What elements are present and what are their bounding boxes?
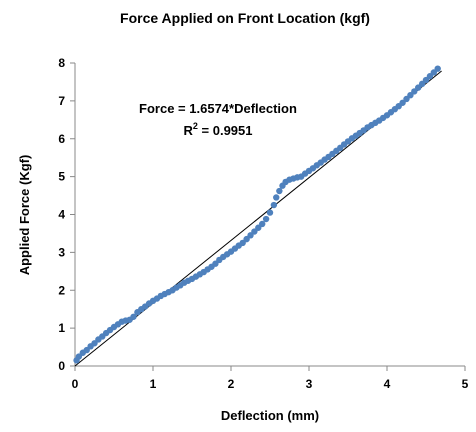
r-squared-prefix: R xyxy=(184,123,194,138)
chart-title: Force Applied on Front Location (kgf) xyxy=(120,10,370,26)
x-tick-label: 3 xyxy=(306,377,313,391)
y-tick-label: 1 xyxy=(58,321,65,335)
y-tick-label: 4 xyxy=(58,208,65,222)
x-tick-label: 1 xyxy=(150,377,157,391)
trendline-equation: Force = 1.6574*Deflection xyxy=(139,101,297,116)
y-tick-label: 3 xyxy=(58,245,65,259)
x-tick-label: 5 xyxy=(462,377,469,391)
x-axis-title: Deflection (mm) xyxy=(221,408,319,423)
r-squared-value: = 0.9951 xyxy=(198,123,253,138)
r-squared-superscript: 2 xyxy=(193,121,198,131)
data-point xyxy=(270,201,278,209)
y-tick-label: 5 xyxy=(58,170,65,184)
x-axis-ticks: 0 1 2 3 4 5 xyxy=(72,366,469,391)
x-tick-label: 4 xyxy=(384,377,391,391)
y-tick-label: 2 xyxy=(58,283,65,297)
data-point xyxy=(259,220,266,228)
y-tick-label: 8 xyxy=(58,56,65,70)
y-tick-label: 0 xyxy=(58,359,65,373)
data-point xyxy=(434,65,441,72)
data-points xyxy=(73,65,441,364)
y-tick-label: 7 xyxy=(58,94,65,108)
y-axis-title: Applied Force (Kgf) xyxy=(17,155,32,276)
data-point xyxy=(266,209,274,216)
x-tick-label: 2 xyxy=(228,377,235,391)
data-point xyxy=(262,215,270,223)
data-point xyxy=(273,194,280,201)
y-axis-ticks: 0 1 2 3 4 5 6 7 8 xyxy=(58,56,75,373)
x-tick-label: 0 xyxy=(72,377,79,391)
r-squared-label: R2 = 0.9951 xyxy=(184,121,253,138)
y-tick-label: 6 xyxy=(58,132,65,146)
data-point xyxy=(276,187,283,195)
data-point xyxy=(130,313,137,320)
